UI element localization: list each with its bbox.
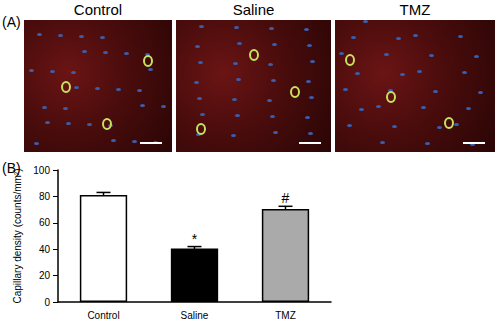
html-text:Saline: Saline [232,1,275,18]
svg-text:*: * [192,231,198,247]
svg-text:#: # [282,190,290,206]
html-text:(A): (A) [2,14,21,30]
svg-text:0: 0 [44,297,50,308]
html-text:TMZ: TMZ [399,1,431,18]
svg-text:TMZ: TMZ [275,310,296,321]
svg-text:100: 100 [33,165,50,176]
svg-text:20: 20 [39,270,51,281]
html-text:Control: Control [73,1,123,18]
svg-text:80: 80 [39,191,51,202]
svg-text:Control: Control [87,310,119,321]
html-text:(B): (B) [2,160,21,176]
svg-text:40: 40 [39,244,51,255]
svg-text:Capillary density (counts/mm²): Capillary density (counts/mm²) [12,168,23,303]
svg-text:60: 60 [39,217,51,228]
svg-text:Saline: Saline [181,310,209,321]
